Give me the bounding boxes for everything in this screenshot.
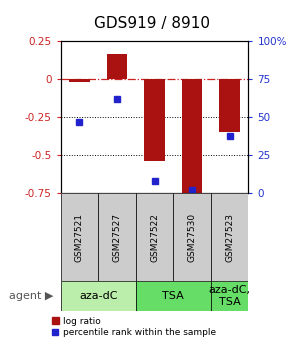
Bar <box>61 193 98 281</box>
Bar <box>107 53 127 79</box>
Bar <box>98 193 136 281</box>
Text: aza-dC: aza-dC <box>79 291 118 301</box>
Bar <box>211 281 248 310</box>
Text: agent ▶: agent ▶ <box>9 291 53 301</box>
Bar <box>173 193 211 281</box>
Text: GSM27521: GSM27521 <box>75 213 84 262</box>
Text: aza-dC,
TSA: aza-dC, TSA <box>209 285 251 307</box>
Text: GDS919 / 8910: GDS919 / 8910 <box>94 16 209 30</box>
Bar <box>69 79 90 82</box>
Bar <box>211 193 248 281</box>
Bar <box>219 79 240 132</box>
Text: TSA: TSA <box>162 291 184 301</box>
Bar <box>136 281 211 310</box>
Text: GSM27527: GSM27527 <box>112 213 122 262</box>
Bar <box>61 281 136 310</box>
Text: GSM27522: GSM27522 <box>150 213 159 262</box>
Text: GSM27530: GSM27530 <box>188 213 197 262</box>
Legend: log ratio, percentile rank within the sample: log ratio, percentile rank within the sa… <box>50 315 218 339</box>
Text: GSM27523: GSM27523 <box>225 213 234 262</box>
Bar <box>144 79 165 161</box>
Bar <box>136 193 173 281</box>
Bar <box>182 79 202 196</box>
